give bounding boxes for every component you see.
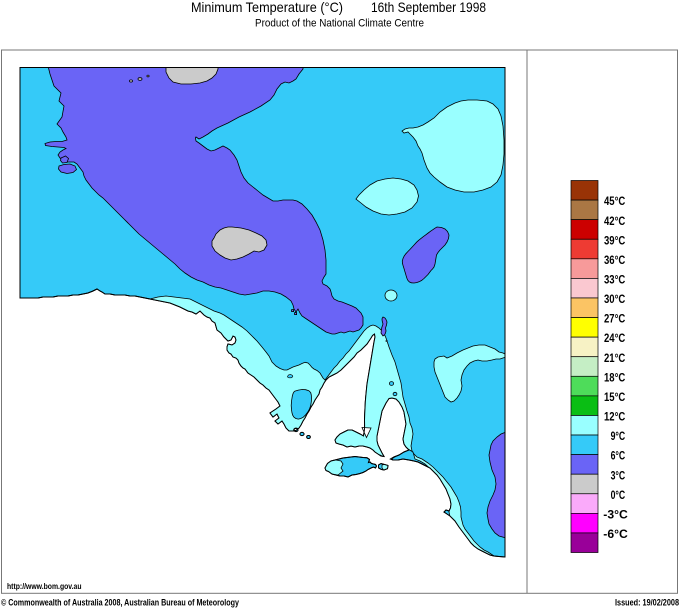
svg-text:42°C: 42°C (604, 214, 626, 228)
svg-text:18°C: 18°C (604, 370, 626, 384)
svg-text:45°C: 45°C (604, 194, 626, 208)
svg-text:12°C: 12°C (604, 410, 626, 424)
svg-text:27°C: 27°C (604, 312, 626, 326)
svg-text:39°C: 39°C (604, 233, 626, 247)
svg-text:21°C: 21°C (604, 351, 626, 365)
svg-text:6°C: 6°C (611, 449, 626, 463)
svg-text:3°C: 3°C (611, 468, 626, 482)
svg-text:Minimum Temperature (°C): Minimum Temperature (°C) (191, 0, 343, 15)
svg-text:Issued: 19/02/2008: Issued: 19/02/2008 (615, 598, 679, 608)
svg-text:9°C: 9°C (611, 429, 626, 443)
svg-text:16th September 1998: 16th September 1998 (371, 0, 486, 15)
svg-text:-3°C: -3°C (603, 507, 628, 521)
svg-text:http://www.bom.gov.au: http://www.bom.gov.au (7, 582, 82, 591)
svg-text:30°C: 30°C (604, 292, 626, 306)
svg-text:Product of the National Climat: Product of the National Climate Centre (255, 18, 424, 30)
svg-text:-6°C: -6°C (603, 527, 628, 541)
svg-text:24°C: 24°C (604, 331, 626, 345)
svg-text:33°C: 33°C (604, 273, 626, 287)
svg-text:36°C: 36°C (604, 253, 626, 267)
svg-text:© Commonwealth of Australia 20: © Commonwealth of Australia 2008, Austra… (1, 598, 239, 608)
svg-text:15°C: 15°C (604, 390, 626, 404)
svg-text:0°C: 0°C (611, 488, 626, 502)
